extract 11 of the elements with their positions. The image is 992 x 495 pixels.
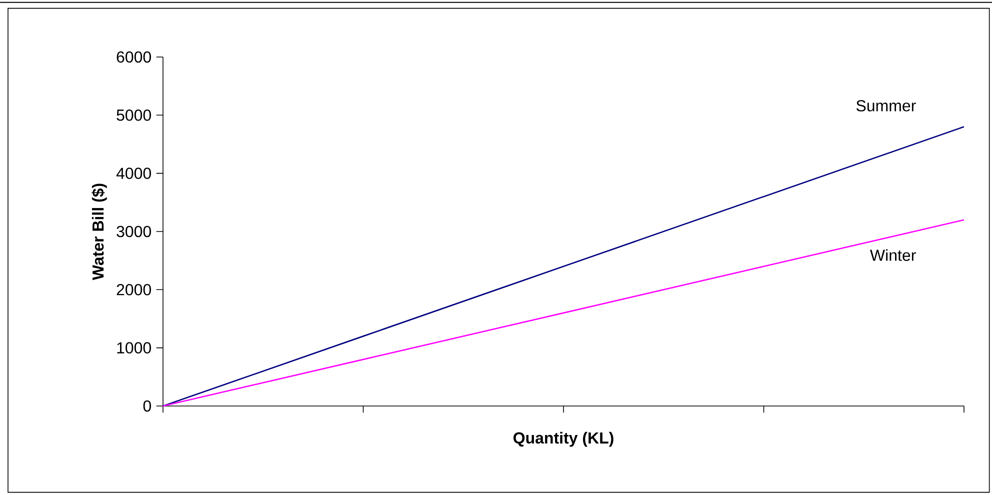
series-label: Winter: [870, 249, 916, 261]
y-tick-label: 6000: [116, 51, 152, 63]
y-tick-label: 5000: [116, 110, 152, 121]
y-tick-label: 2000: [116, 284, 152, 296]
y-tick-label: 3000: [116, 226, 152, 238]
y-tick-label: 4000: [116, 168, 152, 179]
y-tick-label: 1000: [117, 342, 152, 354]
series-label: Summer: [856, 100, 916, 112]
y-tick-label: 0: [143, 400, 152, 412]
y-axis-title: Water Bill ($): [92, 184, 107, 280]
x-axis-title: Quantity (KL): [513, 432, 614, 447]
